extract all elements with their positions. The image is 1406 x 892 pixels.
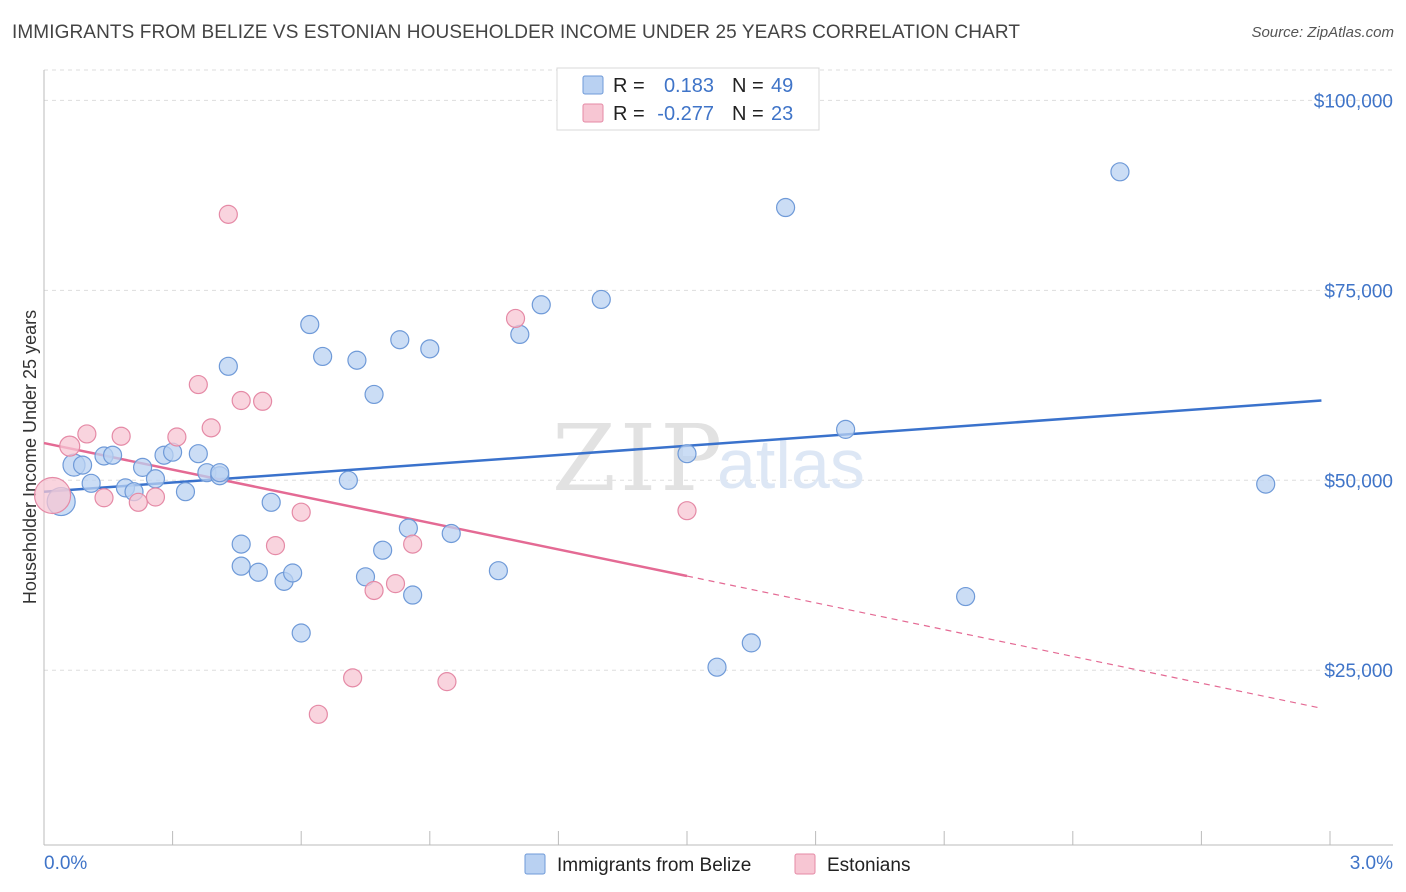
point-estonians (145, 487, 166, 507)
point-belize (956, 586, 976, 607)
point-belize (231, 534, 251, 554)
point-belize (313, 346, 333, 367)
point-belize (145, 469, 166, 489)
point-belize (775, 197, 796, 218)
legend-n-value-1: 49 (771, 75, 793, 97)
point-estonians (77, 424, 97, 444)
chart-title: IMMIGRANTS FROM BELIZE VS ESTONIAN HOUSE… (12, 22, 1021, 43)
point-estonians (218, 204, 238, 224)
point-belize (398, 518, 418, 538)
point-estonians (403, 534, 423, 554)
bottom-legend-swatch-estonians (794, 853, 816, 875)
bottom-legend-swatch-belize (524, 853, 546, 875)
point-estonians (33, 476, 72, 515)
point-estonians (94, 488, 114, 508)
point-belize (1110, 162, 1130, 182)
legend-n-label-2: N = (732, 103, 764, 125)
point-estonians (265, 536, 286, 556)
bottom-legend-label-belize: Immigrants from Belize (557, 855, 751, 876)
point-belize (488, 561, 508, 581)
x-tick-marks (43, 831, 1331, 845)
point-estonians (505, 308, 526, 329)
point-belize (81, 473, 101, 493)
point-estonians (677, 501, 697, 521)
point-estonians (364, 580, 384, 601)
point-belize (510, 324, 530, 345)
y-tick-label: $50,000 (1324, 471, 1393, 492)
point-belize (441, 523, 461, 544)
point-belize (175, 482, 196, 502)
source-label: Source: ZipAtlas.com (1251, 24, 1394, 41)
y-axis-label: Householder Income Under 25 years (20, 310, 40, 604)
point-belize (591, 289, 611, 310)
point-belize (248, 562, 268, 582)
point-belize (373, 540, 393, 560)
point-estonians (291, 502, 311, 522)
point-estonians (128, 492, 148, 512)
point-estonians (188, 374, 208, 395)
legend-n-value-2: 23 (771, 103, 793, 125)
point-belize (261, 492, 281, 512)
point-belize (390, 330, 410, 350)
point-estonians (343, 668, 363, 688)
point-belize (355, 567, 376, 587)
point-belize (72, 455, 93, 475)
point-estonians (385, 574, 406, 594)
stats-legend: R = 0.183 N = 49 R = -0.277 N = 23 (556, 67, 820, 131)
point-belize (403, 585, 423, 605)
y-tick-label: $100,000 (1314, 91, 1393, 112)
point-belize (707, 657, 727, 677)
y-tick-label: $75,000 (1324, 281, 1393, 302)
point-estonians (201, 418, 221, 438)
legend-r-label-2: R = (613, 103, 645, 125)
x-tick-label-max: 3.0% (1350, 853, 1393, 874)
bottom-legend-label-estonians: Estonians (827, 855, 910, 876)
point-estonians (437, 672, 457, 692)
point-belize (231, 556, 251, 576)
point-belize (836, 419, 856, 439)
point-belize (1256, 474, 1276, 494)
legend-swatch-pink (582, 103, 604, 123)
point-belize (347, 350, 367, 370)
point-belize (338, 470, 358, 490)
point-estonians (253, 391, 273, 411)
point-belize (132, 457, 153, 477)
legend-swatch-blue (582, 75, 604, 95)
legend-r-label-1: R = (613, 75, 645, 97)
point-belize (741, 633, 761, 653)
x-tick-label-min: 0.0% (44, 853, 87, 874)
point-estonians (308, 704, 328, 724)
point-belize (283, 563, 303, 583)
point-belize (210, 463, 230, 483)
legend-n-label-1: N = (732, 75, 764, 97)
point-belize (218, 356, 238, 376)
point-belize (364, 384, 384, 405)
point-estonians (111, 426, 131, 446)
series-legend: Immigrants from Belize Estonians (524, 853, 910, 876)
point-estonians (231, 390, 251, 411)
legend-r-value-1: 0.183 (664, 75, 714, 97)
point-belize (677, 444, 697, 464)
point-estonians (167, 427, 187, 447)
legend-r-value-2: -0.277 (657, 103, 714, 125)
point-belize (102, 445, 123, 465)
point-belize (300, 314, 320, 335)
point-estonians (59, 435, 81, 457)
grid (44, 69, 1393, 671)
watermark-zip: ZIP (552, 405, 726, 512)
y-tick-labels: $25,000 $50,000 $75,000 $100,000 (1314, 91, 1393, 682)
point-belize (188, 444, 208, 464)
point-belize (420, 339, 440, 359)
point-belize (291, 623, 311, 643)
data-points (33, 162, 1276, 724)
y-tick-label: $25,000 (1324, 661, 1393, 682)
trend-line-estonians-extension (686, 575, 1322, 709)
watermark: ZIP atlas (552, 405, 865, 512)
point-belize (531, 295, 551, 315)
axes (43, 70, 1393, 846)
